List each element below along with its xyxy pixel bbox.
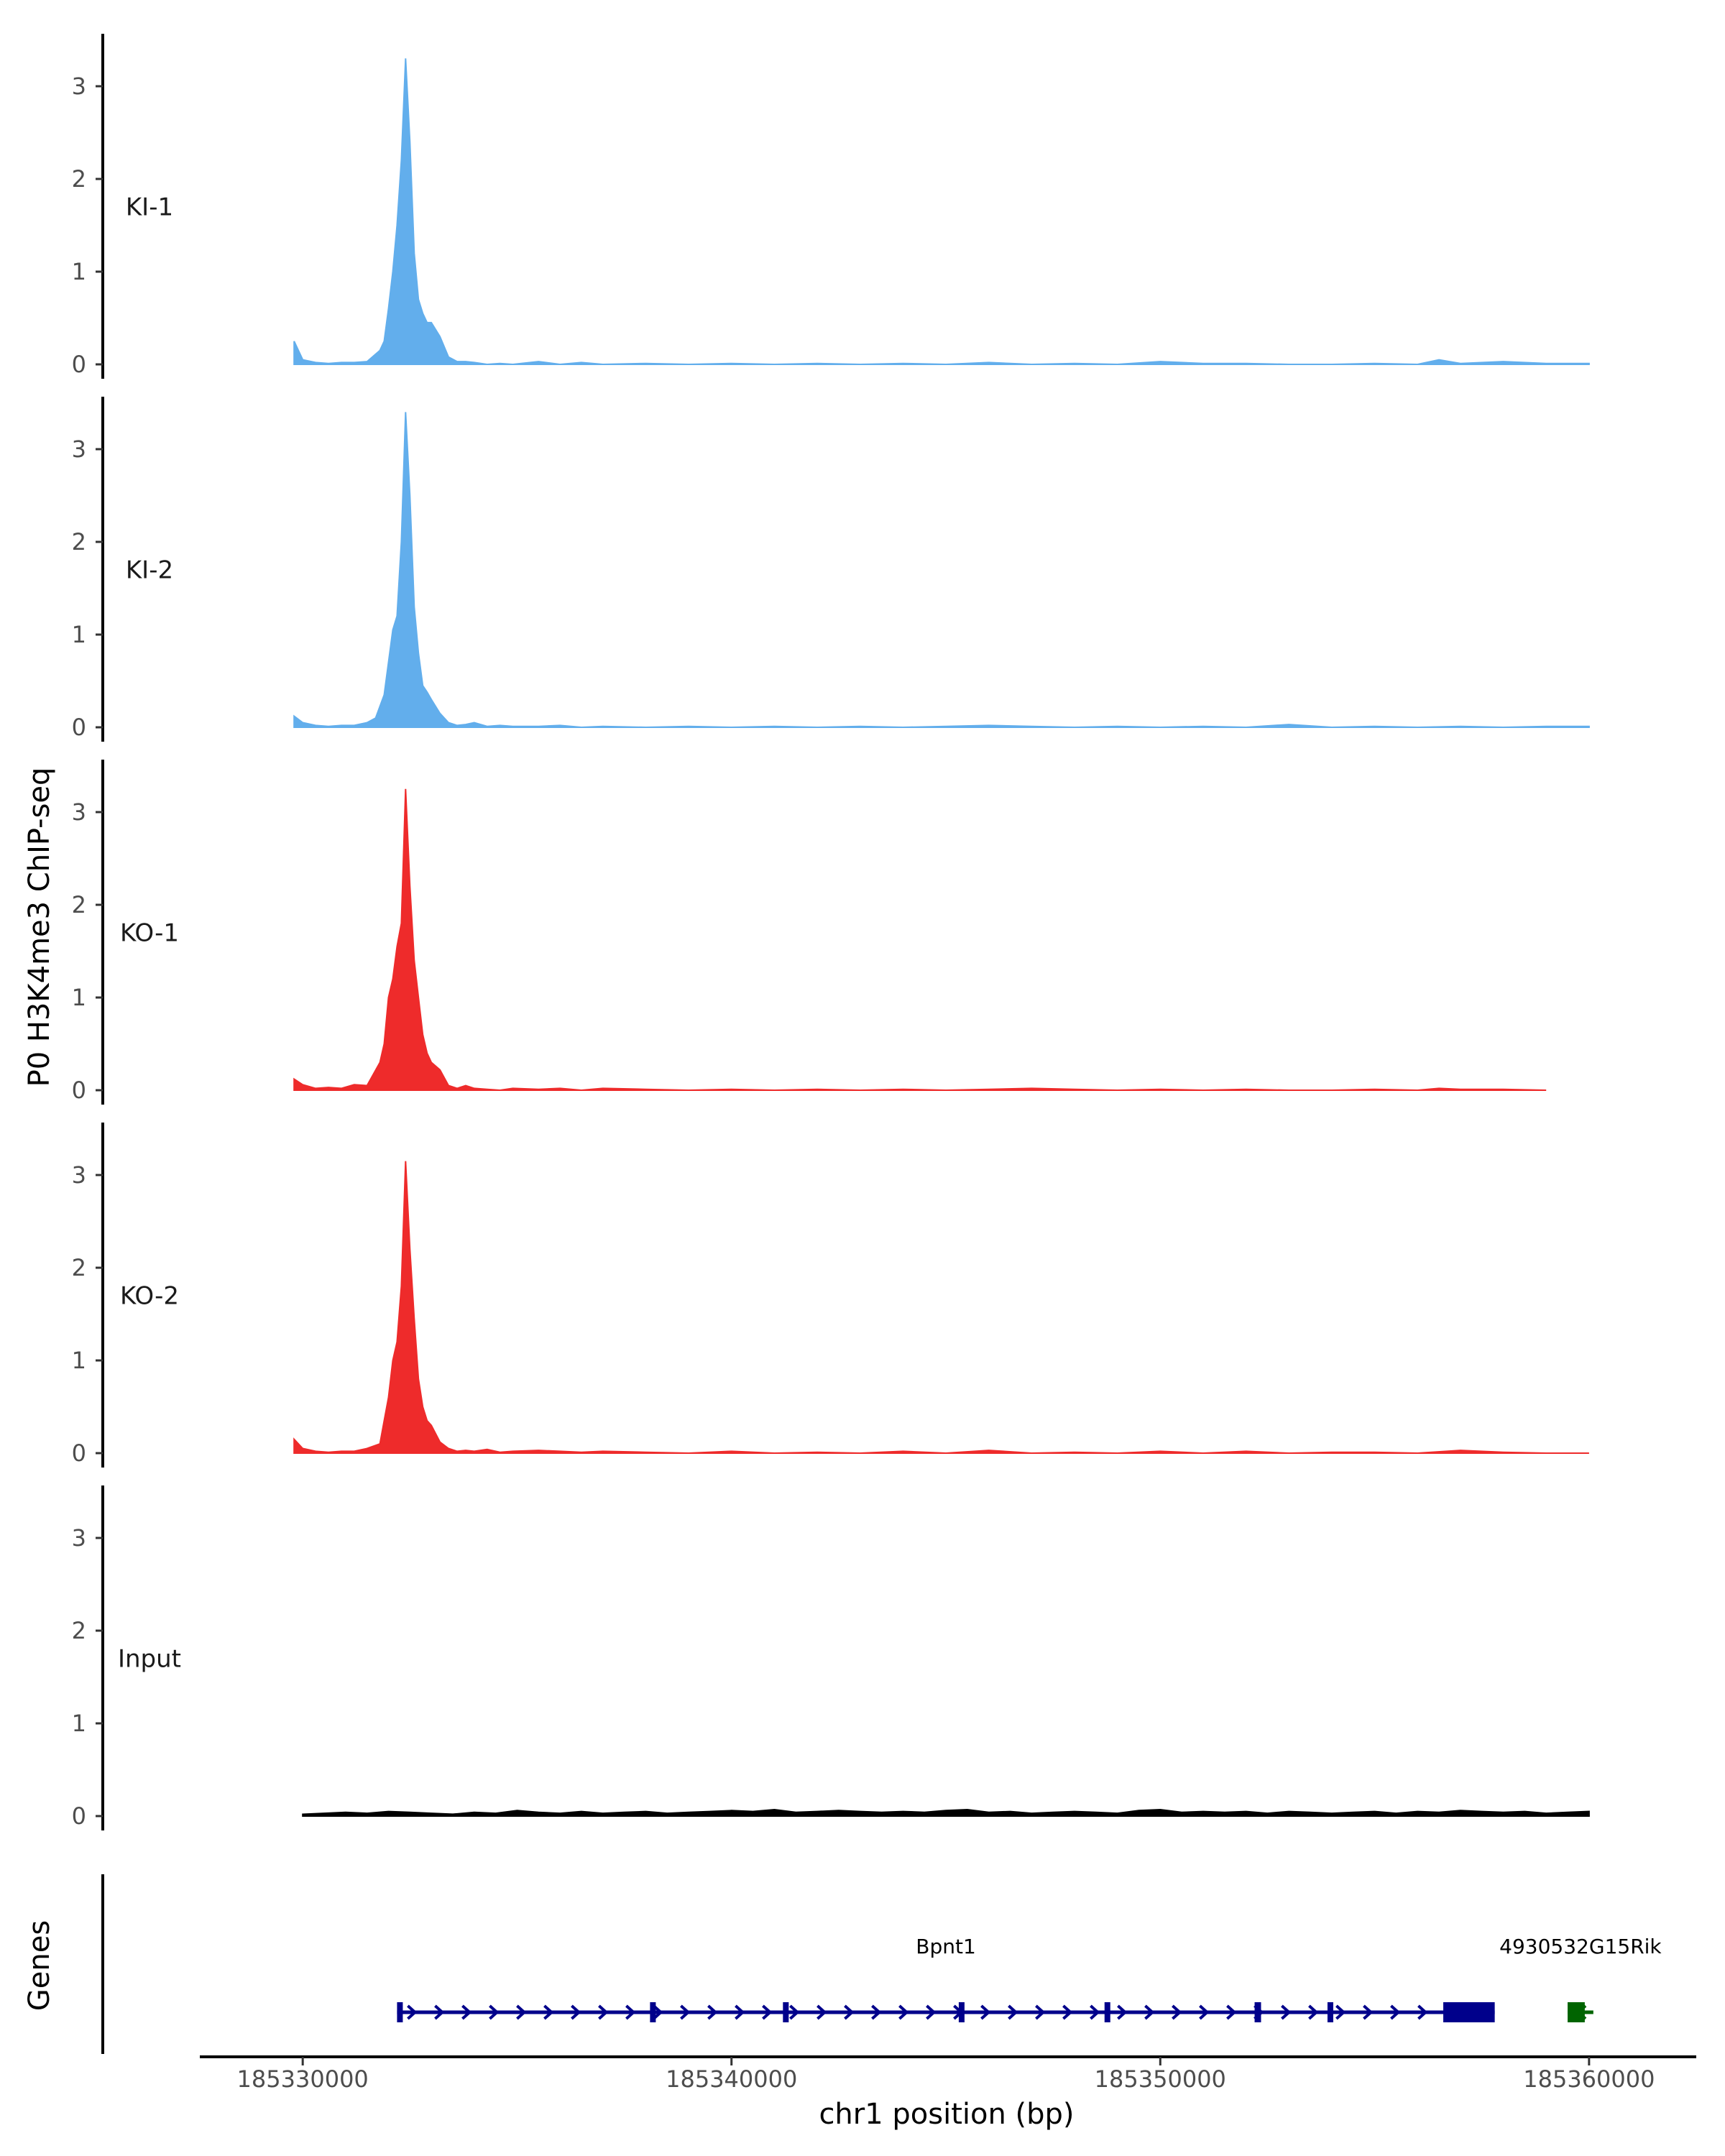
strand-arrow [1308,2004,1319,2020]
x-tick-label: 185330000 [237,2065,369,2093]
y-axis-title: P0 H3K4me3 ChIP-seq [23,768,56,1087]
gene-label: Bpnt1 [916,1935,976,1958]
exon [397,2002,403,2022]
exon [958,2002,965,2022]
y-tick-label: 2 [72,1617,86,1644]
signal-area-ki-2 [293,412,1590,729]
y-tick-label: 2 [72,891,86,918]
strand-arrow [571,2004,581,2020]
exon [650,2002,656,2022]
strand-arrow [844,2004,855,2020]
x-axis-title: chr1 position (bp) [819,2098,1074,2131]
gene-label: 4930532G15Rik [1499,1935,1662,1958]
strand-arrow [926,2004,937,2020]
y-tick-label: 1 [72,1347,86,1374]
strand-arrow [625,2004,636,2020]
strand-arrow [735,2004,745,2020]
y-tick-label: 3 [72,436,86,463]
track-ki-1: 0 1 2 3 KI-1 [72,34,1590,379]
exon [1327,2002,1333,2022]
strand-arrow [1226,2004,1237,2020]
strand-arrow [598,2004,609,2020]
strand-arrow [680,2004,691,2020]
y-tick-label: 0 [72,1439,86,1467]
track-label: Input [118,1645,181,1674]
exon [1568,2002,1585,2022]
strand-arrow [1390,2004,1401,2020]
track-label: KI-2 [126,556,173,585]
signal-area-ki-1 [293,58,1590,366]
gene-4930532g15rik: 4930532G15Rik [1499,1935,1662,2022]
track-ki-2: 0 1 2 3 KI-2 [72,397,1590,742]
strand-arrow [543,2004,554,2020]
x-tick-label: 185360000 [1523,2065,1655,2093]
y-tick-label: 1 [72,1710,86,1737]
y-tick-label: 1 [72,984,86,1011]
x-tick-label: 185350000 [1095,2065,1226,2093]
y-tick-label: 0 [72,1802,86,1830]
exon [783,2002,789,2022]
genes-layer: Bpnt1 4930532G15Rik [101,1874,1662,2054]
signal-area-input [302,1808,1590,1817]
y-tick-label: 3 [72,1161,86,1189]
strand-arrow [1172,2004,1182,2020]
strand-arrow [461,2004,472,2020]
track-label: KO-1 [120,919,179,948]
signal-area-ko-1 [293,788,1547,1092]
strand-arrow [1117,2004,1128,2020]
strand-arrow [871,2004,882,2020]
track-input: 0 1 2 3 Input [72,1485,1590,1830]
y-tick-label: 0 [72,1077,86,1104]
y-tick-label: 2 [72,528,86,556]
y-tick-label: 2 [72,1254,86,1281]
strand-arrow [762,2004,773,2020]
strand-arrow [489,2004,500,2020]
strand-arrow [816,2004,827,2020]
strand-arrow [1363,2004,1374,2020]
strand-arrow [898,2004,909,2020]
strand-arrow [980,2004,991,2020]
strand-arrow [1008,2004,1018,2020]
strand-arrow [1199,2004,1210,2020]
strand-arrow [1417,2004,1428,2020]
strand-arrow [707,2004,718,2020]
x-axis: 185330000 185340000 185350000 185360000 [200,2055,1696,2093]
strand-arrow [1281,2004,1292,2020]
exon [1254,2002,1261,2022]
strand-arrow [407,2004,418,2020]
strand-arrow [1335,2004,1346,2020]
x-tick-label: 185340000 [666,2065,797,2093]
track-label: KI-1 [126,193,173,222]
strand-arrow [1062,2004,1073,2020]
y-tick-label: 3 [72,1524,86,1552]
y-tick-label: 1 [72,258,86,285]
y-tick-label: 3 [72,798,86,826]
tracks-layer: 0 1 2 3 KI-1 0 1 2 3 KI-2 0 1 2 3 KO-1 0 1 2 3 KO-2 0 1 2 3 Inpu… [72,34,1590,1830]
strand-arrow [1090,2004,1100,2020]
signal-area-ko-2 [293,1161,1589,1455]
track-label: KO-2 [120,1282,179,1311]
y-tick-label: 1 [72,621,86,648]
gene-bpnt1: Bpnt1 [397,1935,1495,2022]
genes-axis-title: Genes [23,1920,56,2011]
exon [1104,2002,1110,2022]
exon [1443,2002,1495,2022]
strand-arrow [516,2004,527,2020]
track-ko-1: 0 1 2 3 KO-1 [72,760,1547,1105]
strand-arrow [1144,2004,1155,2020]
y-tick-label: 2 [72,165,86,193]
strand-arrow [653,2004,663,2020]
strand-arrow [789,2004,800,2020]
y-tick-label: 0 [72,714,86,741]
strand-arrow [1035,2004,1046,2020]
y-tick-label: 3 [72,73,86,100]
strand-arrow [434,2004,445,2020]
y-tick-label: 0 [72,351,86,378]
track-ko-2: 0 1 2 3 KO-2 [72,1123,1589,1468]
